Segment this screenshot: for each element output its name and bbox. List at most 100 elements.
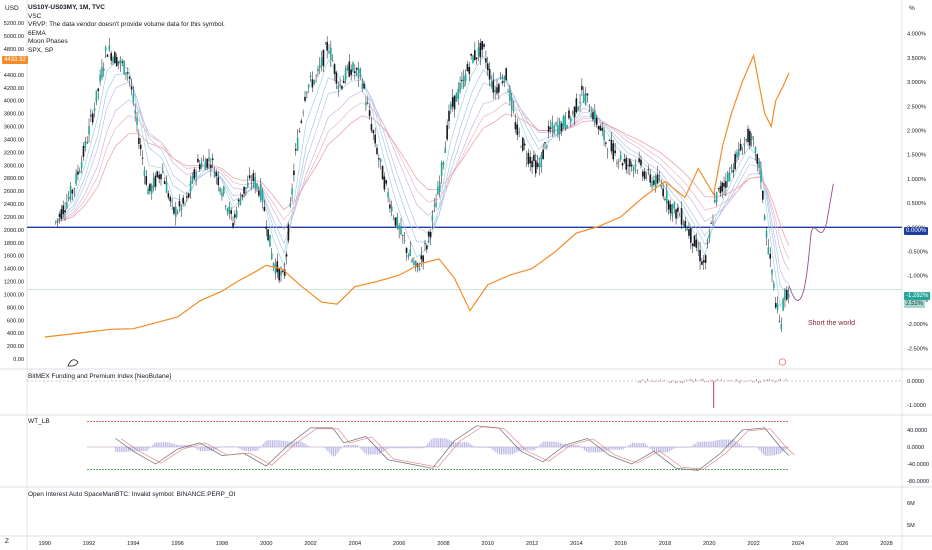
candle-body	[529, 156, 532, 164]
chart-title[interactable]: US10Y-US03MY, 1M, TVC	[28, 4, 105, 11]
candle-body	[730, 166, 733, 170]
candle-body	[396, 216, 399, 229]
left-tick-label: 1600.00	[4, 254, 24, 260]
candle-body	[776, 303, 779, 310]
candle-body	[738, 148, 740, 156]
zoom-corner-label[interactable]: Z	[5, 538, 9, 545]
candle-body	[571, 111, 574, 113]
candle-body	[557, 125, 559, 135]
candle-body	[662, 188, 664, 197]
right-tick-label: 0.500%	[907, 201, 926, 207]
candle-body	[95, 90, 98, 103]
oi-tick-label: 5M	[907, 523, 915, 529]
candle-body	[88, 125, 90, 135]
candle-body	[187, 193, 190, 198]
currency-label: USD	[5, 5, 19, 12]
candle-body	[315, 75, 317, 77]
candle-body	[555, 122, 557, 125]
indicator-spx[interactable]: SPX, SP	[28, 46, 54, 54]
candle-body	[265, 226, 268, 229]
candle-body	[594, 110, 596, 123]
candle-body	[656, 174, 659, 184]
indicator-6ema[interactable]: 6EMA	[28, 29, 46, 37]
candle-body	[239, 199, 242, 205]
candle-body	[355, 68, 358, 70]
candle-body	[184, 203, 186, 204]
candle-body	[93, 108, 96, 112]
ema-line-5	[55, 102, 790, 260]
x-tick-label: 1998	[216, 541, 228, 547]
candle-body	[366, 102, 369, 104]
candle-body	[597, 125, 600, 130]
candle-body	[62, 205, 64, 215]
candle-body	[361, 83, 364, 89]
candle-body	[509, 89, 511, 101]
candle-body	[200, 162, 203, 168]
candle-body	[678, 215, 681, 217]
candle-body	[392, 218, 395, 219]
candle-body	[215, 171, 218, 177]
candle-body	[115, 56, 118, 67]
candle-body	[313, 80, 316, 85]
left-tick-label: 2800.00	[4, 176, 24, 182]
left-tick-label: 4400.00	[4, 73, 24, 79]
x-tick-label: 2010	[482, 541, 494, 547]
candle-body	[263, 206, 266, 211]
candle-body	[126, 72, 129, 74]
candle-body	[468, 67, 471, 74]
moon-phase-icon	[778, 358, 786, 366]
candle-body	[669, 204, 672, 214]
candle-body	[130, 86, 133, 90]
left-tick-label: 400.00	[7, 331, 24, 337]
candle-body	[307, 84, 310, 88]
candle-body	[658, 178, 661, 180]
oi-pane-title[interactable]: Open Interest Auto SpaceManBTC: Invalid …	[28, 491, 236, 498]
candle-body	[503, 77, 506, 83]
candle-body	[282, 270, 284, 272]
candle-body	[592, 112, 594, 120]
candle-body	[686, 227, 688, 231]
candle-body	[357, 67, 360, 79]
percent-label: %	[909, 5, 915, 12]
candle-body	[710, 223, 712, 224]
candle-body	[104, 47, 107, 51]
indicator-vsc[interactable]: VSC	[28, 12, 42, 20]
left-tick-label: 2000.00	[4, 228, 24, 234]
candle-body	[101, 66, 103, 79]
candle-body	[350, 69, 352, 75]
candle-body	[581, 85, 583, 91]
candle-body	[437, 186, 439, 195]
candle-body	[629, 159, 631, 167]
candle-body	[413, 261, 415, 265]
candle-body	[499, 77, 502, 80]
wt-pane-title[interactable]: WT_LB	[28, 418, 50, 425]
candle-body	[605, 142, 607, 144]
candle-body	[348, 61, 351, 77]
candle-body	[588, 110, 591, 112]
indicator-vrvp[interactable]: VRVP: The data vendor doesn't provide vo…	[28, 21, 225, 29]
candle-body	[734, 154, 736, 170]
candle-body	[102, 68, 105, 71]
candle-body	[747, 128, 749, 143]
candle-body	[728, 172, 731, 182]
candle-body	[767, 247, 770, 255]
wt-tick-label: -40.0000	[907, 462, 929, 468]
candle-body	[270, 253, 273, 260]
wt-tick-label: 40.0000	[907, 428, 927, 434]
candle-body	[285, 254, 288, 257]
left-tick-label: 4800.00	[4, 47, 24, 53]
ema-line-4	[55, 90, 790, 271]
candle-body	[752, 142, 755, 143]
candle-body	[287, 224, 290, 241]
candle-body	[538, 164, 541, 168]
left-tick-label: 1800.00	[4, 241, 24, 247]
candle-body	[341, 85, 343, 89]
candle-body	[616, 162, 618, 164]
candle-body	[304, 96, 306, 101]
x-tick-label: 2016	[614, 541, 626, 547]
indicator-moon-phases[interactable]: Moon Phases	[28, 38, 68, 46]
funding-pane-title[interactable]: BitMEX Funding and Premium Index [NeoBut…	[28, 373, 172, 380]
candle-body	[54, 221, 57, 223]
candle-body	[56, 218, 59, 220]
right-tick-label: -1.000%	[907, 274, 928, 280]
